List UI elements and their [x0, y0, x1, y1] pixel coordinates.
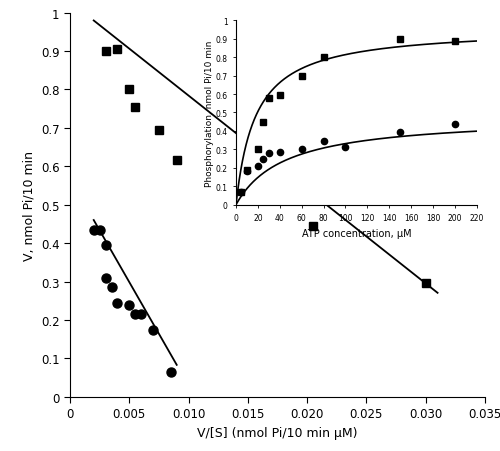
Y-axis label: V, nmol Pi/10 min: V, nmol Pi/10 min — [22, 150, 36, 260]
X-axis label: V/[S] (nmol Pi/10 min μM): V/[S] (nmol Pi/10 min μM) — [197, 426, 358, 439]
